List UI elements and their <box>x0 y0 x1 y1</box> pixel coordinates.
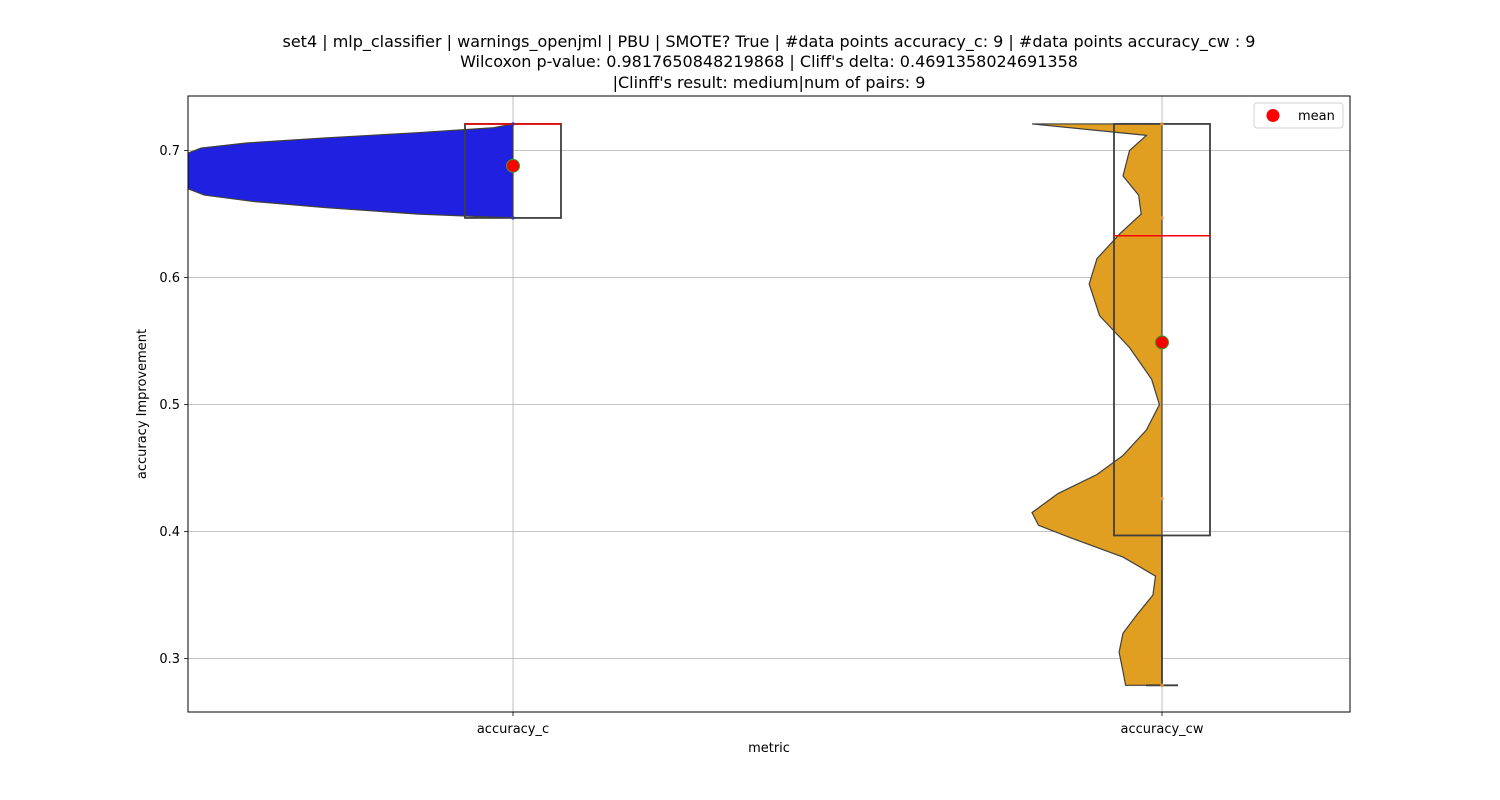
chart-title: set4 | mlp_classifier | warnings_openjml… <box>283 32 1256 92</box>
y-tick-label: 0.3 <box>159 652 180 667</box>
legend: mean <box>1253 102 1344 129</box>
plot-frame <box>187 95 1351 713</box>
legend-label-mean: mean <box>1298 109 1335 124</box>
title-line-3: |Clinff's result: medium|num of pairs: 9 <box>613 73 926 92</box>
mean-marker-accuracy_cw <box>1155 335 1169 350</box>
data-point-accuracy_c <box>511 122 515 126</box>
legend-box <box>1253 102 1344 129</box>
data-point-accuracy_cw <box>1160 683 1164 688</box>
x-tick-label: accuracy_cw <box>1121 722 1204 737</box>
legend-marker-mean <box>1266 109 1280 122</box>
data-point-accuracy_c <box>511 216 515 220</box>
violin-accuracy_c <box>188 123 514 219</box>
boxplots <box>464 122 1211 688</box>
x-axis: accuracy_c accuracy_cw <box>477 712 1204 737</box>
y-axis-label: accuracy Improvement <box>135 329 150 479</box>
y-axis: 0.3 0.4 0.5 0.6 0.7 <box>159 144 188 667</box>
violins <box>188 123 1163 686</box>
data-point-accuracy_cw <box>1160 122 1164 126</box>
y-tick-label: 0.4 <box>159 525 180 540</box>
mean-marker-accuracy_c <box>506 158 520 173</box>
data-point-accuracy_cw <box>1160 496 1164 501</box>
y-tick-label: 0.6 <box>159 271 180 286</box>
violin-accuracy_cw <box>1031 123 1163 686</box>
y-tick-label: 0.7 <box>159 144 180 159</box>
title-line-2: Wilcoxon p-value: 0.9817650848219868 | C… <box>460 52 1078 71</box>
x-tick-label: accuracy_c <box>477 722 549 737</box>
x-axis-label: metric <box>748 741 790 756</box>
data-point-accuracy_cw <box>1160 216 1164 220</box>
y-tick-label: 0.5 <box>159 398 180 413</box>
title-line-1: set4 | mlp_classifier | warnings_openjml… <box>283 32 1256 52</box>
